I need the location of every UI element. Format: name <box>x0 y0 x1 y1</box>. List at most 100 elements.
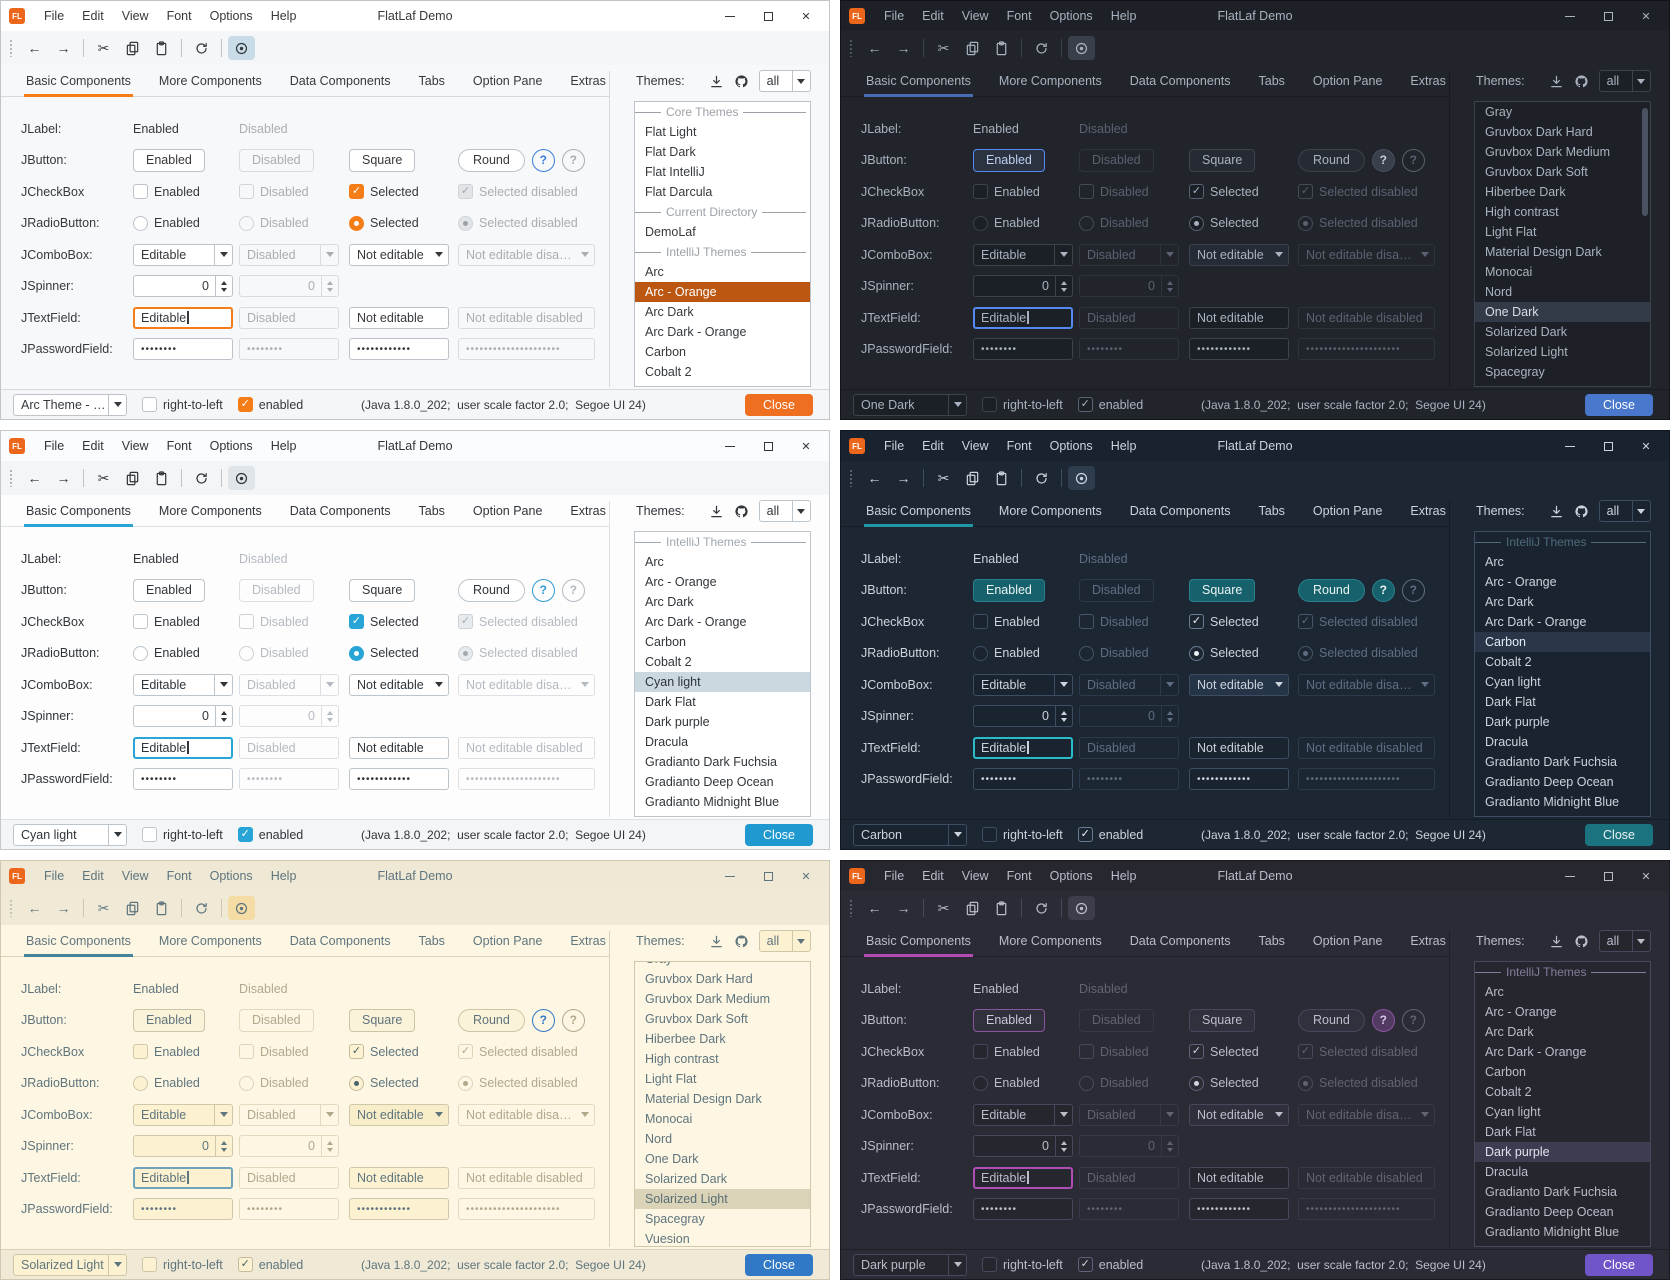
themes-list-item[interactable]: Solarized Dark <box>1485 325 1567 339</box>
menu-edit[interactable]: Edit <box>922 439 944 453</box>
right-to-left-checkbox[interactable]: right-to-left <box>982 827 1063 842</box>
menu-edit[interactable]: Edit <box>82 9 104 23</box>
themes-list-item[interactable]: Dark Flat <box>1485 695 1536 709</box>
menu-edit[interactable]: Edit <box>82 439 104 453</box>
window-titlebar[interactable]: FL File Edit View Font Options Help FlatLaf D… <box>1 1 829 31</box>
enabled-button[interactable]: Enabled <box>133 148 205 172</box>
passwordfield-editable[interactable]: •••••••• <box>973 768 1073 791</box>
themes-list-item[interactable]: Gray <box>635 962 810 969</box>
themes-list-item[interactable]: Gruvbox Dark Medium <box>645 992 771 1006</box>
show-hidden-eye-icon[interactable] <box>1068 36 1095 60</box>
menu-view[interactable]: View <box>121 9 149 23</box>
show-hidden-eye-icon[interactable] <box>228 36 255 60</box>
download-icon[interactable] <box>1549 504 1564 519</box>
help-button[interactable]: ? <box>1371 578 1395 602</box>
themes-list-item[interactable]: Hiberbee Dark <box>1485 185 1566 199</box>
passwordfield-editable[interactable]: •••••••• <box>133 768 233 791</box>
back-icon[interactable] <box>21 896 48 920</box>
maximize-icon[interactable] <box>1589 1 1627 31</box>
tab-data-components[interactable]: Data Components <box>1129 74 1231 88</box>
spinner-arrows-icon[interactable] <box>215 276 232 297</box>
combobox-not-editable[interactable]: Not editable <box>1189 1103 1289 1126</box>
themes-list-item[interactable]: Arc <box>1485 555 1504 569</box>
menu-file[interactable]: File <box>884 439 905 453</box>
download-icon[interactable] <box>709 934 724 949</box>
passwordfield-editable[interactable]: •••••••• <box>973 1198 1073 1221</box>
tab-extras[interactable]: Extras <box>1410 504 1446 518</box>
passwordfield-not-editable[interactable]: •••••••••••• <box>1189 1198 1289 1221</box>
enabled-button[interactable]: Enabled <box>973 148 1045 172</box>
tab-data-components[interactable]: Data Components <box>289 504 391 518</box>
tab-data-components[interactable]: Data Components <box>1129 504 1231 518</box>
tab-tabs[interactable]: Tabs <box>418 74 445 88</box>
minimize-icon[interactable] <box>1551 1 1589 31</box>
tab-basic-components[interactable]: Basic Components <box>24 504 133 527</box>
themes-list[interactable]: IntelliJ Themes Arc Arc - Orange Arc Dark Ar… <box>1474 961 1651 1247</box>
cut-icon[interactable] <box>90 36 117 60</box>
menu-file[interactable]: File <box>44 869 65 883</box>
combobox-editable[interactable]: Editable <box>133 243 233 266</box>
tab-option-pane[interactable]: Option Pane <box>1312 934 1383 948</box>
tab-basic-components[interactable]: Basic Components <box>24 934 133 957</box>
themes-list-item[interactable]: Flat Dark <box>645 145 696 159</box>
menu-help[interactable]: Help <box>1110 9 1137 23</box>
themes-list-item[interactable]: Carbon <box>1485 1065 1526 1079</box>
themes-list[interactable]: Core Themes Flat Light Flat Dark Flat Intel… <box>634 101 811 387</box>
tab-more-components[interactable]: More Components <box>158 74 262 88</box>
github-icon[interactable] <box>1574 934 1589 949</box>
themes-list-item[interactable]: Carbon <box>645 635 686 649</box>
maximize-icon[interactable] <box>1589 861 1627 891</box>
tab-option-pane[interactable]: Option Pane <box>472 74 543 88</box>
themes-list-item[interactable]: Flat Darcula <box>645 185 713 199</box>
combobox-editable[interactable]: Editable <box>133 673 233 696</box>
checkbox-selected[interactable]: Selected <box>1189 184 1298 200</box>
radio-enabled[interactable]: Enabled <box>973 1075 1079 1091</box>
spinner-arrows-icon[interactable] <box>215 1136 232 1157</box>
themes-list-item[interactable]: Gradianto Deep Ocean <box>1485 775 1614 789</box>
radio-enabled[interactable]: Enabled <box>973 215 1079 231</box>
themes-list-item[interactable]: Light Flat <box>645 1072 697 1086</box>
themes-list-item[interactable]: Dark purple <box>1475 1142 1650 1162</box>
right-to-left-checkbox[interactable]: right-to-left <box>982 1257 1063 1272</box>
themes-list-item[interactable]: Gruvbox Dark Medium <box>1485 145 1611 159</box>
copy-icon[interactable] <box>959 896 986 920</box>
cut-icon[interactable] <box>930 466 957 490</box>
copy-icon[interactable] <box>119 36 146 60</box>
checkbox-selected[interactable]: Selected <box>349 614 458 630</box>
square-button[interactable]: Square <box>1189 148 1256 172</box>
close-window-icon[interactable] <box>787 1 825 31</box>
themes-list-item[interactable]: One Dark <box>1475 302 1650 322</box>
paste-icon[interactable] <box>148 896 175 920</box>
radio-selected[interactable]: Selected <box>349 645 458 661</box>
themes-list-item[interactable]: Gradianto Dark Fuchsia <box>1485 1185 1618 1199</box>
copy-icon[interactable] <box>959 36 986 60</box>
enabled-button[interactable]: Enabled <box>973 578 1045 602</box>
textfield-not-editable[interactable]: Not editable <box>349 1166 449 1189</box>
square-button[interactable]: Square <box>349 578 416 602</box>
tab-more-components[interactable]: More Components <box>998 934 1102 948</box>
textfield-editable[interactable]: Editable <box>133 306 233 329</box>
toolbar-grip-icon[interactable] <box>9 469 14 487</box>
paste-icon[interactable] <box>148 466 175 490</box>
download-icon[interactable] <box>1549 74 1564 89</box>
checkbox-selected[interactable]: Selected <box>1189 1044 1298 1060</box>
themes-filter-combobox[interactable]: all <box>758 930 811 952</box>
menu-font[interactable]: Font <box>1006 869 1032 883</box>
spinner-arrows-icon[interactable] <box>1055 1136 1072 1157</box>
themes-list-item[interactable]: Carbon <box>1475 632 1650 652</box>
themes-filter-combobox[interactable]: all <box>1598 70 1651 92</box>
spinner-arrows-icon[interactable] <box>215 706 232 727</box>
refresh-icon[interactable] <box>188 896 215 920</box>
download-icon[interactable] <box>1549 934 1564 949</box>
github-icon[interactable] <box>734 934 749 949</box>
themes-list-item[interactable]: Gradianto Deep Ocean <box>645 775 774 789</box>
square-button[interactable]: Square <box>349 1008 416 1032</box>
menu-file[interactable]: File <box>44 9 65 23</box>
menu-font[interactable]: Font <box>1006 439 1032 453</box>
themes-list-item[interactable]: Spacegray <box>645 1212 705 1226</box>
themes-list-item[interactable]: Arc <box>1485 985 1504 999</box>
forward-icon[interactable] <box>50 466 77 490</box>
maximize-icon[interactable] <box>749 431 787 461</box>
themes-list[interactable]: IntelliJ Themes Arc Arc - Orange Arc Dark Ar… <box>1474 531 1651 817</box>
textfield-editable[interactable]: Editable <box>973 736 1073 759</box>
